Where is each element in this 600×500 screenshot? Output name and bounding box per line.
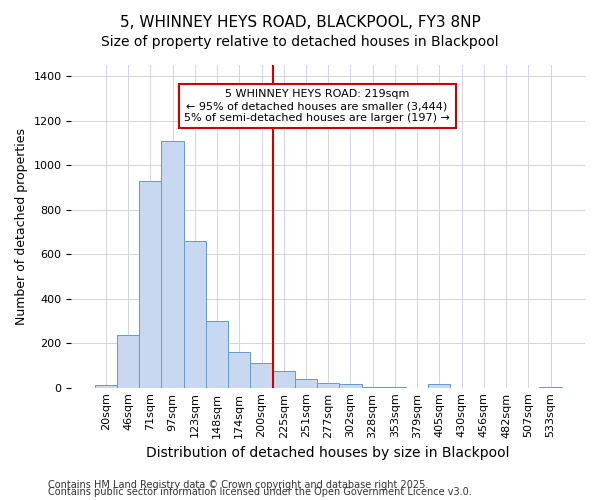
- Text: Size of property relative to detached houses in Blackpool: Size of property relative to detached ho…: [101, 35, 499, 49]
- Bar: [539, 387, 562, 388]
- Bar: [317, 383, 340, 388]
- Bar: [340, 384, 362, 388]
- Bar: [362, 386, 384, 388]
- Bar: [228, 352, 250, 388]
- X-axis label: Distribution of detached houses by size in Blackpool: Distribution of detached houses by size …: [146, 446, 510, 460]
- Y-axis label: Number of detached properties: Number of detached properties: [15, 128, 28, 325]
- Bar: [184, 241, 206, 388]
- Bar: [428, 384, 451, 388]
- Bar: [95, 386, 117, 388]
- Bar: [384, 386, 406, 388]
- Bar: [206, 321, 228, 388]
- Bar: [295, 379, 317, 388]
- Bar: [161, 140, 184, 388]
- Text: 5, WHINNEY HEYS ROAD, BLACKPOOL, FY3 8NP: 5, WHINNEY HEYS ROAD, BLACKPOOL, FY3 8NP: [119, 15, 481, 30]
- Bar: [139, 180, 161, 388]
- Bar: [272, 371, 295, 388]
- Text: Contains public sector information licensed under the Open Government Licence v3: Contains public sector information licen…: [48, 487, 472, 497]
- Text: Contains HM Land Registry data © Crown copyright and database right 2025.: Contains HM Land Registry data © Crown c…: [48, 480, 428, 490]
- Bar: [117, 336, 139, 388]
- Bar: [250, 363, 272, 388]
- Text: 5 WHINNEY HEYS ROAD: 219sqm
← 95% of detached houses are smaller (3,444)
5% of s: 5 WHINNEY HEYS ROAD: 219sqm ← 95% of det…: [184, 90, 450, 122]
